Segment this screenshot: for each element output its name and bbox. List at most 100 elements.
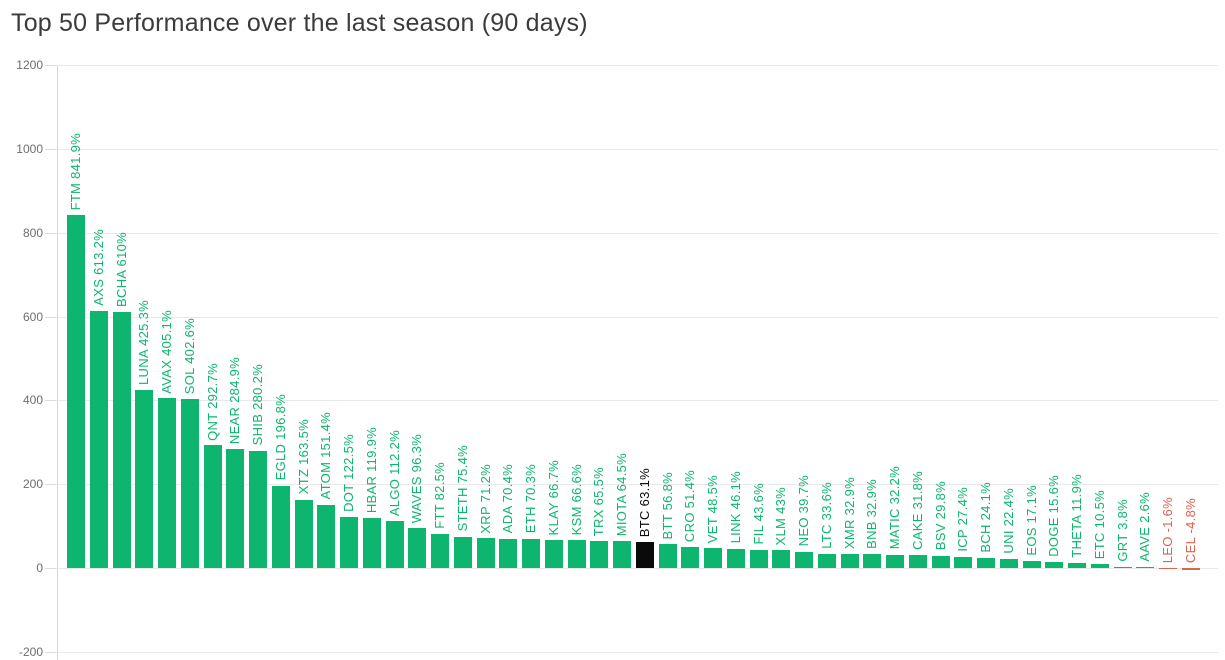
bar-klay[interactable] <box>544 540 563 569</box>
gridline <box>57 65 1218 66</box>
bar-label-aave: AAVE 2.6% <box>1137 492 1153 563</box>
bar-label-btt: BTT 56.8% <box>659 471 675 540</box>
bar-link[interactable] <box>726 548 745 569</box>
bar-ada[interactable] <box>499 538 518 569</box>
bar-ftt[interactable] <box>431 533 449 569</box>
bar-ksm[interactable] <box>567 540 586 569</box>
bar-xmr[interactable] <box>840 554 859 569</box>
bar-shib[interactable] <box>249 450 267 569</box>
bar-label-miota: MIOTA 64.5% <box>614 452 629 537</box>
bar-steth[interactable] <box>453 536 472 569</box>
bar-qnt[interactable] <box>203 445 222 569</box>
bar-cro[interactable] <box>681 546 700 569</box>
bar-matic[interactable] <box>886 554 904 569</box>
bar-dot[interactable] <box>340 516 358 569</box>
bar-etc[interactable] <box>1090 563 1109 569</box>
gridline <box>57 652 1218 653</box>
bar-eos[interactable] <box>1022 561 1041 569</box>
bar-label-waves: WAVES 96.3% <box>409 433 425 523</box>
bar-label-icp: ICP 27.4% <box>955 487 971 552</box>
bar-label-matic: MATIC 32.2% <box>887 466 902 550</box>
y-axis-tick-label: 200 <box>22 477 43 492</box>
y-axis-tick-label: 400 <box>22 393 43 408</box>
bar-label-qnt: QNT 292.7% <box>204 362 220 441</box>
y-axis-tick-mark <box>45 316 57 318</box>
bar-miota[interactable] <box>613 541 631 569</box>
y-axis-tick-mark <box>45 568 57 570</box>
bar-label-bch: BCH 24.1% <box>978 482 993 554</box>
y-axis-tick-mark <box>45 484 57 486</box>
bar-label-bsv: BSV 29.8% <box>932 481 948 551</box>
bar-xlm[interactable] <box>772 550 791 569</box>
bar-label-luna: LUNA 425.3% <box>136 299 152 385</box>
y-axis-tick-label: 1200 <box>16 58 43 72</box>
bar-waves[interactable] <box>408 527 427 569</box>
bar-icp[interactable] <box>954 556 973 569</box>
bar-label-dot: DOT 122.5% <box>341 433 356 512</box>
bar-grt[interactable] <box>1113 566 1132 569</box>
gridline <box>57 148 1218 150</box>
bar-label-ltc: LTC 33.6% <box>818 482 834 550</box>
bar-label-btc: BTC 63.1% <box>636 467 652 537</box>
bar-btc[interactable] <box>635 541 654 569</box>
bar-uni[interactable] <box>999 558 1018 569</box>
bar-label-eth: ETH 70.3% <box>523 464 538 534</box>
bar-cake[interactable] <box>908 554 927 569</box>
bar-vet[interactable] <box>704 547 722 569</box>
y-axis-tick-label: -200 <box>18 645 43 659</box>
bar-label-leo: LEO -1.6% <box>1160 496 1175 564</box>
bar-atom[interactable] <box>317 504 336 569</box>
bar-aave[interactable] <box>1136 567 1155 569</box>
bar-label-ftt: FTT 82.5% <box>432 461 447 529</box>
bar-label-cel: CEL -4.8% <box>1182 498 1198 564</box>
bar-bsv[interactable] <box>931 555 950 569</box>
y-axis-tick-mark <box>45 400 57 402</box>
bar-label-avax: AVAX 405.1% <box>159 309 174 394</box>
bar-near[interactable] <box>226 448 245 569</box>
bar-label-xmr: XMR 32.9% <box>841 477 857 550</box>
bar-label-link: LINK 46.1% <box>727 471 743 544</box>
bar-label-steth: STETH 75.4% <box>454 445 470 532</box>
bar-label-atom: ATOM 151.4% <box>318 412 334 500</box>
gridline <box>57 232 1218 234</box>
bar-hbar[interactable] <box>362 517 381 569</box>
bar-label-eos: EOS 17.1% <box>1023 485 1039 556</box>
bar-label-sol: SOL 402.6% <box>181 318 197 395</box>
bar-doge[interactable] <box>1045 561 1064 569</box>
bar-eth[interactable] <box>522 538 540 569</box>
bar-neo[interactable] <box>795 551 813 569</box>
bar-label-doge: DOGE 15.6% <box>1046 474 1062 557</box>
bar-ltc[interactable] <box>817 554 836 569</box>
bar-label-algo: ALGO 112.2% <box>386 429 402 517</box>
bar-axs[interactable] <box>89 311 108 569</box>
bar-fil[interactable] <box>749 549 768 569</box>
bar-trx[interactable] <box>590 540 609 569</box>
bar-label-xrp: XRP 71.2% <box>477 463 493 534</box>
bar-label-xlm: XLM 43% <box>773 486 789 546</box>
bar-bcha[interactable] <box>112 312 131 569</box>
bar-algo[interactable] <box>385 521 404 569</box>
bar-xtz[interactable] <box>294 499 313 569</box>
bar-theta[interactable] <box>1068 563 1086 569</box>
bar-label-ftm: FTM 841.9% <box>68 132 83 211</box>
bar-egld[interactable] <box>271 485 290 569</box>
bar-btt[interactable] <box>658 544 677 569</box>
bar-label-ksm: KSM 66.6% <box>568 463 584 536</box>
gridline <box>57 316 1218 318</box>
bar-label-ada: ADA 70.4% <box>500 464 516 534</box>
bar-sol[interactable] <box>180 399 199 569</box>
bar-leo[interactable] <box>1159 568 1177 570</box>
y-axis-line <box>57 65 58 660</box>
bar-label-cro: CRO 51.4% <box>682 469 698 542</box>
bar-bnb[interactable] <box>863 554 882 569</box>
bar-bch[interactable] <box>977 558 995 569</box>
bar-label-shib: SHIB 280.2% <box>250 364 265 446</box>
bar-avax[interactable] <box>158 398 176 569</box>
bar-xrp[interactable] <box>476 538 495 569</box>
bar-ftm[interactable] <box>67 215 85 569</box>
bar-cel[interactable] <box>1181 568 1200 571</box>
bar-luna[interactable] <box>135 389 154 569</box>
bar-label-neo: NEO 39.7% <box>796 475 811 547</box>
bar-label-near: NEAR 284.9% <box>227 356 243 444</box>
